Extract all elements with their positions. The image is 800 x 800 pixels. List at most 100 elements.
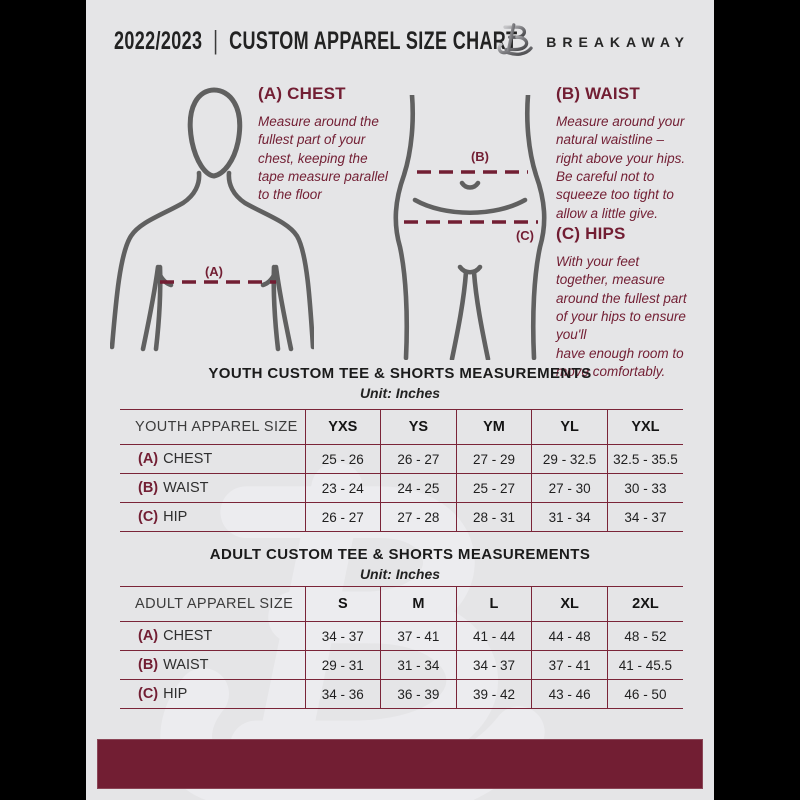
measurement-value-cell: 25 - 27 — [455, 473, 532, 503]
brand-name: BREAKAWAY — [546, 34, 690, 50]
row-label-prefix: (A) — [138, 628, 159, 644]
measurement-value-cell: 24 - 25 — [380, 473, 457, 503]
measurement-value-cell: 39 - 42 — [455, 679, 532, 709]
hip-crease-curve — [412, 197, 528, 215]
waist-marker-label: (B) — [471, 149, 489, 164]
row-label-prefix: (C) — [138, 686, 159, 702]
measurement-value-cell: 32.5 - 35.5 — [606, 444, 683, 474]
right-shoulder-arm-outline — [226, 170, 314, 350]
measurement-value-cell: 48 - 52 — [606, 621, 683, 651]
head-outline — [187, 87, 243, 179]
measurement-value-cell: 27 - 30 — [531, 473, 608, 503]
measurement-value-cell: 27 - 28 — [380, 502, 457, 532]
measurement-value-cell: 29 - 32.5 — [531, 444, 608, 474]
table-row: (C) HIP 34 - 36 36 - 39 39 - 42 43 - 46 46 - 5… — [120, 679, 683, 709]
title-text: CUSTOM APPAREL SIZE CHART — [229, 27, 518, 55]
row-label-text: HIP — [163, 686, 188, 702]
hips-heading: (C) HIPS — [556, 224, 626, 243]
row-label-prefix: (B) — [138, 480, 159, 496]
measurement-value-cell: 34 - 37 — [304, 621, 381, 651]
chest-instructions: (A) CHEST Measure around the fullest par… — [258, 84, 443, 205]
measurement-value-cell: 26 - 27 — [380, 444, 457, 474]
measurement-value-cell: 34 - 36 — [304, 679, 381, 709]
table-header-row: YOUTH APPAREL SIZE YXS YS YM YL YXL — [120, 409, 683, 445]
size-column-header: XL — [531, 586, 608, 622]
chest-body-text: Measure around the fullest part of your … — [258, 114, 388, 203]
row-label-text: CHEST — [163, 628, 213, 644]
right-armpit-fork — [260, 270, 278, 288]
left-shoulder-arm-outline — [110, 170, 202, 350]
adult-section-title: ADULT CUSTOM TEE & SHORTS MEASUREMENTS — [209, 546, 591, 563]
measurement-row-label: (A) CHEST — [120, 622, 305, 651]
measurement-value-cell: 46 - 50 — [606, 679, 683, 709]
table-row: (C) HIP 26 - 27 27 - 28 28 - 31 31 - 34 34 - 3… — [120, 502, 683, 532]
size-column-header: L — [455, 586, 532, 622]
row-label-text: CHEST — [163, 451, 213, 467]
chest-heading: (A) CHEST — [258, 84, 346, 103]
right-armpit-line — [273, 264, 294, 352]
table-row: (A) CHEST 25 - 26 26 - 27 27 - 29 29 - 32.5 32… — [120, 444, 683, 474]
measurement-row-label: (B) WAIST — [120, 474, 305, 503]
size-column-header: YL — [531, 409, 608, 445]
waist-body-text: Measure around your natural waistline – … — [556, 114, 686, 221]
measurement-row-label: (B) WAIST — [120, 651, 305, 680]
hip-marker-label: (C) — [516, 228, 534, 243]
youth-size-table: YOUTH APPAREL SIZE YXS YS YM YL YXL (A) CHEST 25… — [120, 409, 683, 532]
measurement-value-cell: 30 - 33 — [606, 473, 683, 503]
adult-size-table: ADULT APPAREL SIZE S M L XL 2XL (A) CHEST 34 - 3… — [120, 586, 683, 709]
measurement-value-cell: 44 - 48 — [531, 621, 608, 651]
youth-section-unit: Unit: Inches — [359, 385, 441, 401]
size-column-header: 2XL — [606, 586, 683, 622]
right-side-outline — [524, 95, 547, 360]
measurement-value-cell: 25 - 26 — [304, 444, 381, 474]
waist-instructions: (B) WAIST Measure around your natural wa… — [556, 84, 711, 223]
crotch-cap-curve — [457, 264, 483, 275]
adult-section-unit: Unit: Inches — [359, 566, 441, 582]
chest-marker-label: (A) — [205, 264, 223, 279]
left-armpit-line — [140, 264, 161, 352]
breakaway-b-logo-icon — [497, 23, 533, 56]
measurement-row-label: (C) HIP — [120, 503, 305, 532]
measurement-value-cell: 26 - 27 — [304, 502, 381, 532]
row-label-prefix: (B) — [138, 657, 159, 673]
table-row: (A) CHEST 34 - 37 37 - 41 41 - 44 44 - 48 48 -… — [120, 621, 683, 651]
right-inner-leg-line — [471, 269, 491, 360]
measurement-row-label: (C) HIP — [120, 680, 305, 709]
left-inner-leg-line — [449, 269, 469, 360]
footer-bar — [97, 739, 703, 789]
measurement-value-cell: 34 - 37 — [606, 502, 683, 532]
lower-body-figure: (B) (C) — [393, 95, 547, 360]
measurement-value-cell: 34 - 37 — [455, 650, 532, 680]
measurement-value-cell: 31 - 34 — [380, 650, 457, 680]
waist-heading: (B) WAIST — [556, 84, 640, 103]
measurement-value-cell: 41 - 45.5 — [606, 650, 683, 680]
row-label-prefix: (A) — [138, 451, 159, 467]
title-separator: | — [213, 25, 219, 55]
measurement-value-cell: 36 - 39 — [380, 679, 457, 709]
size-chart-page: 2022/2023 | CUSTOM APPAREL SIZE CHART BREA… — [86, 0, 714, 800]
row-label-text: HIP — [163, 509, 188, 525]
size-column-header: YXS — [304, 409, 381, 445]
measurement-row-label: (A) CHEST — [120, 445, 305, 474]
measurement-value-cell: 43 - 46 — [531, 679, 608, 709]
table-header-row: ADULT APPAREL SIZE S M L XL 2XL — [120, 586, 683, 622]
table-row: (B) WAIST 29 - 31 31 - 34 34 - 37 37 - 41 41 -… — [120, 650, 683, 680]
hips-instructions: (C) HIPS With your feet together, measur… — [556, 224, 714, 382]
table-row: (B) WAIST 23 - 24 24 - 25 25 - 27 27 - 30 30 -… — [120, 473, 683, 503]
measurement-value-cell: 23 - 24 — [304, 473, 381, 503]
page-title: 2022/2023 | CUSTOM APPAREL SIZE CHART — [114, 25, 518, 56]
measurement-value-cell: 31 - 34 — [531, 502, 608, 532]
size-column-header: YM — [455, 409, 532, 445]
row-label-prefix: (C) — [138, 509, 159, 525]
size-column-header: YXL — [606, 409, 683, 445]
row-label-text: WAIST — [163, 657, 209, 673]
measurement-value-cell: 37 - 41 — [380, 621, 457, 651]
hips-body-text: With your feet together, measure around … — [556, 254, 687, 380]
left-side-outline — [393, 95, 416, 360]
measurement-value-cell: 29 - 31 — [304, 650, 381, 680]
measurement-value-cell: 27 - 29 — [455, 444, 532, 474]
upper-body-figure: (A) — [110, 87, 314, 352]
apparel-size-header: YOUTH APPAREL SIZE — [135, 419, 298, 435]
measurement-value-cell: 41 - 44 — [455, 621, 532, 651]
youth-section-title: YOUTH CUSTOM TEE & SHORTS MEASUREMENTS — [208, 365, 592, 382]
